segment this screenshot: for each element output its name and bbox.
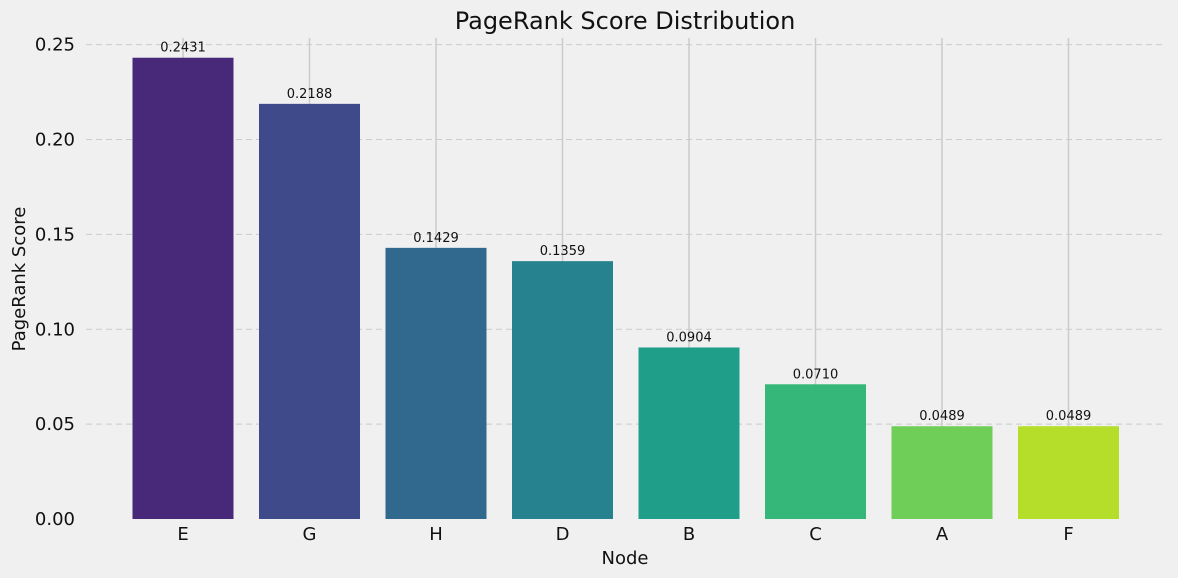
data-label-A: 0.0489 <box>919 409 965 424</box>
x-tick-label-F: F <box>1063 524 1073 545</box>
data-label-H: 0.1429 <box>413 231 459 246</box>
y-tick-label-1: 0.05 <box>35 414 75 435</box>
y-tick-label-0: 0.00 <box>35 509 75 530</box>
chart-title: PageRank Score Distribution <box>455 7 796 35</box>
x-tick-label-E: E <box>177 524 188 545</box>
y-axis-label: PageRank Score <box>9 207 30 352</box>
x-tick-label-H: H <box>429 524 443 545</box>
data-label-C: 0.0710 <box>793 367 839 382</box>
x-axis-label: Node <box>602 548 649 569</box>
bar-F <box>1018 426 1119 519</box>
bar-A <box>891 426 993 519</box>
data-label-E: 0.2431 <box>160 41 206 56</box>
x-tick-label-G: G <box>303 524 317 545</box>
data-label-D: 0.1359 <box>540 244 586 259</box>
data-labels: 0.2431 0.2188 0.1429 0.1359 0.0904 0.0710 0.04… <box>160 41 1091 424</box>
y-tick-label-2: 0.10 <box>35 319 75 340</box>
grid <box>86 38 1164 519</box>
y-tick-label-3: 0.15 <box>35 224 75 245</box>
bar-H <box>385 247 487 519</box>
bars <box>132 57 1119 519</box>
x-tick-label-A: A <box>936 524 949 545</box>
y-tick-label-5: 0.25 <box>35 35 75 56</box>
bar-D <box>512 261 613 519</box>
x-tick-label-C: C <box>809 524 822 545</box>
bar-B <box>638 347 740 519</box>
data-label-B: 0.0904 <box>666 330 712 345</box>
bar-C <box>765 384 866 519</box>
x-tick-label-B: B <box>683 524 695 545</box>
bar-E <box>132 57 234 519</box>
data-label-F: 0.0489 <box>1046 409 1092 424</box>
y-axis-ticks: 0.00 0.05 0.10 0.15 0.20 0.25 <box>35 35 75 530</box>
y-tick-label-4: 0.20 <box>35 130 75 151</box>
bar-G <box>259 103 360 519</box>
data-label-G: 0.2188 <box>287 87 333 102</box>
x-tick-label-D: D <box>556 524 570 545</box>
